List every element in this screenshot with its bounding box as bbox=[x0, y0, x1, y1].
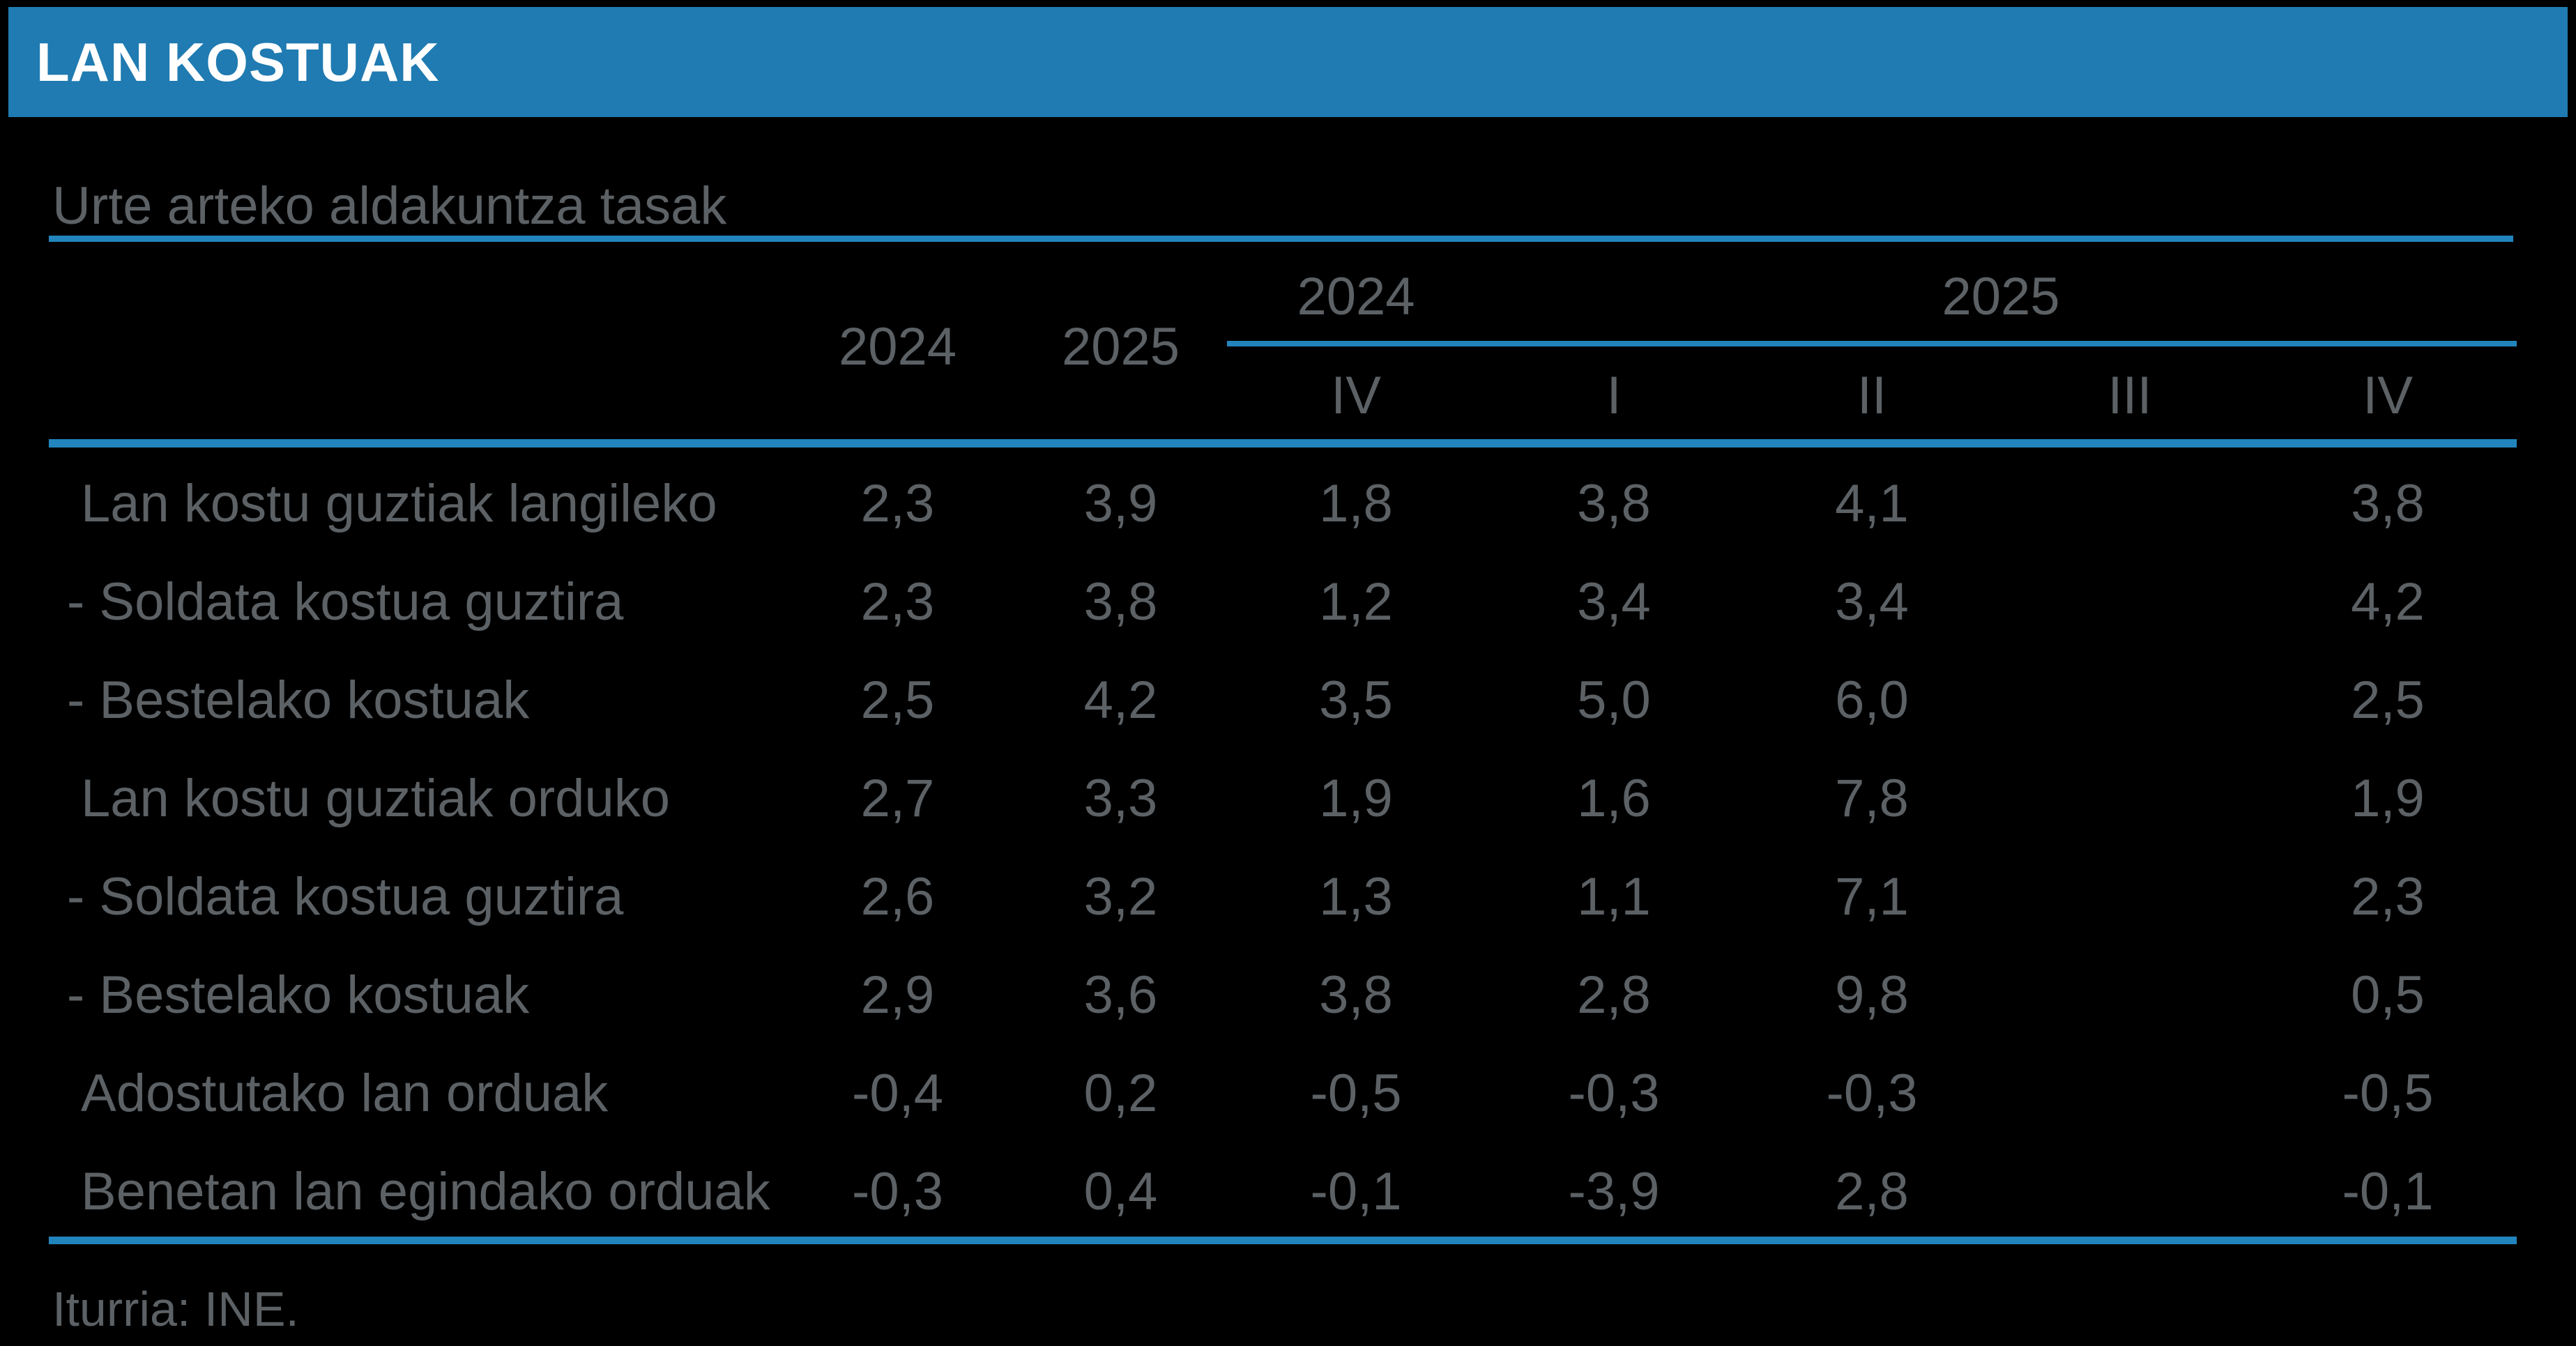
cell-q4-2024: 1,3 bbox=[1319, 867, 1393, 926]
cell-q4-2024: 3,5 bbox=[1319, 671, 1393, 730]
column-header-year-2024: 2024 bbox=[838, 317, 957, 376]
source-note: Iturria: INE. bbox=[52, 1282, 299, 1336]
cell-2024: -0,3 bbox=[852, 1162, 943, 1221]
subtitle-rule bbox=[49, 236, 2513, 242]
row-label: - Bestelako kostuak bbox=[67, 671, 530, 730]
cell-q1-2025: 3,8 bbox=[1577, 474, 1651, 533]
table-row: Lan kostu guztiak langileko 2,3 3,9 1,8 … bbox=[49, 454, 2517, 553]
cell-q3-2025 bbox=[2001, 553, 2259, 651]
cell-2025: 3,6 bbox=[1083, 965, 1158, 1025]
page-title: LAN KOSTUAK bbox=[36, 31, 440, 93]
column-header-q3-2025: III bbox=[2108, 366, 2152, 425]
column-header-q2-2025: II bbox=[1857, 366, 1887, 425]
cell-2025: 0,4 bbox=[1083, 1162, 1158, 1221]
quarter-group-header-2024: 2024 bbox=[1297, 267, 1415, 326]
cell-q2-2025: 4,1 bbox=[1835, 474, 1909, 533]
cell-q4-2025: 2,3 bbox=[2351, 867, 2425, 926]
cell-q4-2024: 1,8 bbox=[1319, 474, 1393, 533]
cell-2025: 0,2 bbox=[1083, 1064, 1158, 1123]
cell-q4-2024: 1,9 bbox=[1319, 769, 1393, 828]
cell-q2-2025: -0,3 bbox=[1826, 1064, 1918, 1123]
row-label: - Bestelako kostuak bbox=[67, 965, 530, 1025]
row-label: Lan kostu guztiak orduko bbox=[81, 769, 670, 828]
table-row: - Soldata kostua guztira 2,3 3,8 1,2 3,4… bbox=[49, 553, 2517, 651]
cell-q3-2025 bbox=[2001, 651, 2259, 749]
cell-2024: 2,3 bbox=[860, 572, 935, 632]
row-label: Lan kostu guztiak langileko bbox=[81, 474, 717, 533]
cell-2024: 2,9 bbox=[860, 965, 935, 1025]
table-header-rule bbox=[49, 439, 2517, 448]
cell-q2-2025: 2,8 bbox=[1835, 1162, 1909, 1221]
row-label: Adostutako lan orduak bbox=[81, 1064, 609, 1123]
cell-q4-2024: 3,8 bbox=[1319, 965, 1393, 1025]
cell-2024: 2,7 bbox=[860, 769, 935, 828]
cell-q4-2025: 3,8 bbox=[2351, 474, 2425, 533]
row-label: - Soldata kostua guztira bbox=[67, 572, 624, 632]
table-subtitle: Urte arteko aldakuntza tasak bbox=[52, 176, 727, 236]
cell-q2-2025: 6,0 bbox=[1835, 671, 1909, 730]
cell-2025: 3,8 bbox=[1083, 572, 1158, 632]
cell-q1-2025: -0,3 bbox=[1568, 1064, 1660, 1123]
cell-q4-2024: -0,5 bbox=[1310, 1064, 1402, 1123]
cell-q1-2025: -3,9 bbox=[1568, 1162, 1660, 1221]
cell-2024: -0,4 bbox=[852, 1064, 943, 1123]
row-label: - Soldata kostua guztira bbox=[67, 867, 624, 926]
column-header-q1-2025: I bbox=[1606, 366, 1622, 425]
table-row: Adostutako lan orduak -0,4 0,2 -0,5 -0,3… bbox=[49, 1044, 2517, 1142]
cell-q4-2025: -0,5 bbox=[2342, 1064, 2434, 1123]
cell-q4-2025: -0,1 bbox=[2342, 1162, 2434, 1221]
cell-2024: 2,6 bbox=[860, 867, 935, 926]
cell-q3-2025 bbox=[2001, 454, 2259, 553]
cell-q1-2025: 1,6 bbox=[1577, 769, 1651, 828]
column-header-q4-2024: IV bbox=[1331, 366, 1381, 425]
cell-q2-2025: 9,8 bbox=[1835, 965, 1909, 1025]
cell-2024: 2,5 bbox=[860, 671, 935, 730]
column-header-year-2025: 2025 bbox=[1061, 317, 1180, 376]
cell-q2-2025: 7,1 bbox=[1835, 867, 1909, 926]
table-row: Lan kostu guztiak orduko 2,7 3,3 1,9 1,6… bbox=[49, 749, 2517, 848]
cell-2024: 2,3 bbox=[860, 474, 935, 533]
cell-q3-2025 bbox=[2001, 1044, 2259, 1142]
quarter-group-underline bbox=[1227, 341, 2517, 346]
table-row: - Soldata kostua guztira 2,6 3,2 1,3 1,1… bbox=[49, 848, 2517, 946]
cell-q1-2025: 1,1 bbox=[1577, 867, 1651, 926]
cell-q2-2025: 3,4 bbox=[1835, 572, 1909, 632]
column-header-q4-2025: IV bbox=[2363, 366, 2413, 425]
cell-q4-2025: 4,2 bbox=[2351, 572, 2425, 632]
table-body: Lan kostu guztiak langileko 2,3 3,9 1,8 … bbox=[49, 454, 2517, 1241]
cell-q1-2025: 3,4 bbox=[1577, 572, 1651, 632]
quarter-group-header-2025: 2025 bbox=[1942, 267, 2060, 326]
table-row: Benetan lan egindako orduak -0,3 0,4 -0,… bbox=[49, 1142, 2517, 1241]
cell-q4-2025: 1,9 bbox=[2351, 769, 2425, 828]
row-label: Benetan lan egindako orduak bbox=[81, 1162, 770, 1221]
cell-q4-2025: 2,5 bbox=[2351, 671, 2425, 730]
cell-q3-2025 bbox=[2001, 848, 2259, 946]
table-bottom-rule bbox=[49, 1237, 2517, 1244]
cell-q3-2025 bbox=[2001, 1142, 2259, 1241]
cell-q4-2024: -0,1 bbox=[1310, 1162, 1402, 1221]
cell-q4-2024: 1,2 bbox=[1319, 572, 1393, 632]
table-row: - Bestelako kostuak 2,5 4,2 3,5 5,0 6,0 … bbox=[49, 651, 2517, 749]
cell-q4-2025: 0,5 bbox=[2351, 965, 2425, 1025]
cell-q1-2025: 5,0 bbox=[1577, 671, 1651, 730]
cell-q2-2025: 7,8 bbox=[1835, 769, 1909, 828]
cell-2025: 3,2 bbox=[1083, 867, 1158, 926]
cell-2025: 3,9 bbox=[1083, 474, 1158, 533]
title-bar: LAN KOSTUAK bbox=[8, 7, 2568, 117]
cell-2025: 3,3 bbox=[1083, 769, 1158, 828]
cell-2025: 4,2 bbox=[1083, 671, 1158, 730]
cell-q3-2025 bbox=[2001, 749, 2259, 848]
cell-q3-2025 bbox=[2001, 946, 2259, 1044]
table-row: - Bestelako kostuak 2,9 3,6 3,8 2,8 9,8 … bbox=[49, 946, 2517, 1044]
cell-q1-2025: 2,8 bbox=[1577, 965, 1651, 1025]
